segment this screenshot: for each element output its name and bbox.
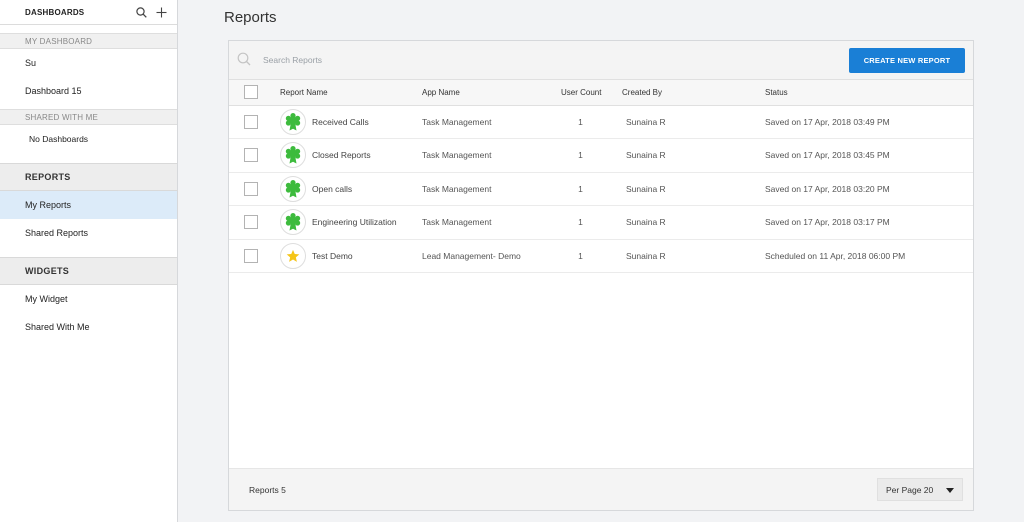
widgets-section-heading: WIDGETS bbox=[0, 257, 177, 285]
sidebar-item-shared-with-me[interactable]: Shared With Me bbox=[25, 322, 90, 332]
row-checkbox[interactable] bbox=[244, 215, 258, 230]
column-header-status[interactable]: Status bbox=[765, 80, 973, 106]
created-by: Sunaina R bbox=[626, 250, 666, 261]
badge-icon bbox=[280, 108, 306, 135]
created-by: Sunaina R bbox=[626, 217, 666, 228]
search-icon bbox=[237, 52, 251, 68]
table-row[interactable]: Open calls Task Management 1 Sunaina R Saved… bbox=[229, 172, 973, 206]
status: Saved on 17 Apr, 2018 03:20 PM bbox=[765, 183, 890, 194]
report-name[interactable]: Engineering Utilization bbox=[312, 217, 397, 228]
row-checkbox[interactable] bbox=[244, 148, 258, 163]
table-footer: Reports 5 Per Page 20 bbox=[229, 468, 973, 510]
badge-icon bbox=[280, 142, 306, 169]
table-row[interactable]: Received Calls Task Management 1 Sunaina R S… bbox=[229, 105, 973, 139]
report-name[interactable]: Test Demo bbox=[312, 250, 353, 261]
app-name: Lead Management- Demo bbox=[422, 250, 521, 261]
user-count: 1 bbox=[578, 150, 583, 161]
column-header-app-name[interactable]: App Name bbox=[422, 80, 557, 106]
reports-section-heading: REPORTS bbox=[0, 163, 177, 191]
table-row[interactable]: Closed Reports Task Management 1 Sunaina R S… bbox=[229, 139, 973, 172]
reports-toolbar: CREATE NEW REPORT bbox=[229, 41, 973, 80]
app-name: Task Management bbox=[422, 183, 492, 194]
per-page-select[interactable]: Per Page 20 bbox=[877, 478, 963, 501]
created-by: Sunaina R bbox=[626, 150, 666, 161]
report-name[interactable]: Open calls bbox=[312, 183, 353, 194]
sidebar-item-dashboard-15[interactable]: Dashboard 15 bbox=[25, 86, 82, 96]
column-header-report-name[interactable]: Report Name bbox=[280, 80, 422, 106]
created-by: Sunaina R bbox=[626, 116, 666, 127]
search-box bbox=[237, 49, 563, 71]
user-count: 1 bbox=[578, 116, 583, 127]
report-name[interactable]: Closed Reports bbox=[312, 150, 371, 161]
sidebar-item-shared-reports[interactable]: Shared Reports bbox=[25, 228, 89, 238]
search-input[interactable] bbox=[263, 55, 563, 65]
sidebar-header: DASHBOARDS bbox=[0, 0, 177, 25]
sidebar: DASHBOARDS MY DASHBOARD Su Dashboard 15 … bbox=[0, 0, 178, 522]
status: Saved on 17 Apr, 2018 03:49 PM bbox=[765, 116, 890, 127]
app-name: Task Management bbox=[422, 217, 492, 228]
per-page-label: Per Page 20 bbox=[886, 484, 934, 495]
reports-table: Report Name App Name User Count Created … bbox=[229, 80, 973, 273]
reports-count: Reports 5 bbox=[249, 484, 286, 495]
app-name: Task Management bbox=[422, 116, 492, 127]
status: Scheduled on 11 Apr, 2018 06:00 PM bbox=[765, 250, 906, 261]
user-count: 1 bbox=[578, 183, 583, 194]
shared-with-me-heading: SHARED WITH ME bbox=[0, 109, 177, 125]
row-checkbox[interactable] bbox=[244, 114, 258, 129]
sidebar-item-my-widget[interactable]: My Widget bbox=[25, 294, 68, 304]
status: Saved on 17 Apr, 2018 03:45 PM bbox=[765, 150, 890, 161]
my-dashboard-heading: MY DASHBOARD bbox=[0, 33, 177, 49]
no-dashboards-text: No Dashboards bbox=[29, 134, 89, 144]
row-checkbox[interactable] bbox=[244, 248, 258, 263]
page-title: Reports bbox=[224, 9, 277, 26]
user-count: 1 bbox=[578, 217, 583, 228]
sidebar-title: DASHBOARDS bbox=[25, 7, 85, 17]
star-icon bbox=[280, 242, 306, 269]
sidebar-item-my-reports[interactable]: My Reports bbox=[0, 191, 177, 219]
report-name[interactable]: Received Calls bbox=[312, 116, 369, 127]
user-count: 1 bbox=[578, 250, 583, 261]
add-icon[interactable] bbox=[156, 7, 167, 18]
status: Saved on 17 Apr, 2018 03:17 PM bbox=[765, 217, 890, 228]
column-header-user-count[interactable]: User Count bbox=[557, 80, 622, 106]
create-new-report-button[interactable]: CREATE NEW REPORT bbox=[849, 48, 965, 73]
app-name: Task Management bbox=[422, 150, 492, 161]
table-header-row: Report Name App Name User Count Created … bbox=[229, 80, 973, 106]
search-icon[interactable] bbox=[136, 6, 147, 18]
select-all-checkbox[interactable] bbox=[244, 85, 258, 100]
badge-icon bbox=[280, 175, 306, 202]
table-row[interactable]: Test Demo Lead Management- Demo 1 Sunaina R… bbox=[229, 239, 973, 273]
column-header-created-by[interactable]: Created By bbox=[622, 80, 765, 106]
reports-card: CREATE NEW REPORT Report Name App Name U… bbox=[228, 40, 974, 511]
caret-down-icon bbox=[946, 485, 954, 495]
row-checkbox[interactable] bbox=[244, 181, 258, 196]
created-by: Sunaina R bbox=[626, 183, 666, 194]
table-row[interactable]: Engineering Utilization Task Management 1 S… bbox=[229, 206, 973, 239]
badge-icon bbox=[280, 209, 306, 236]
sidebar-item-su[interactable]: Su bbox=[25, 58, 37, 68]
